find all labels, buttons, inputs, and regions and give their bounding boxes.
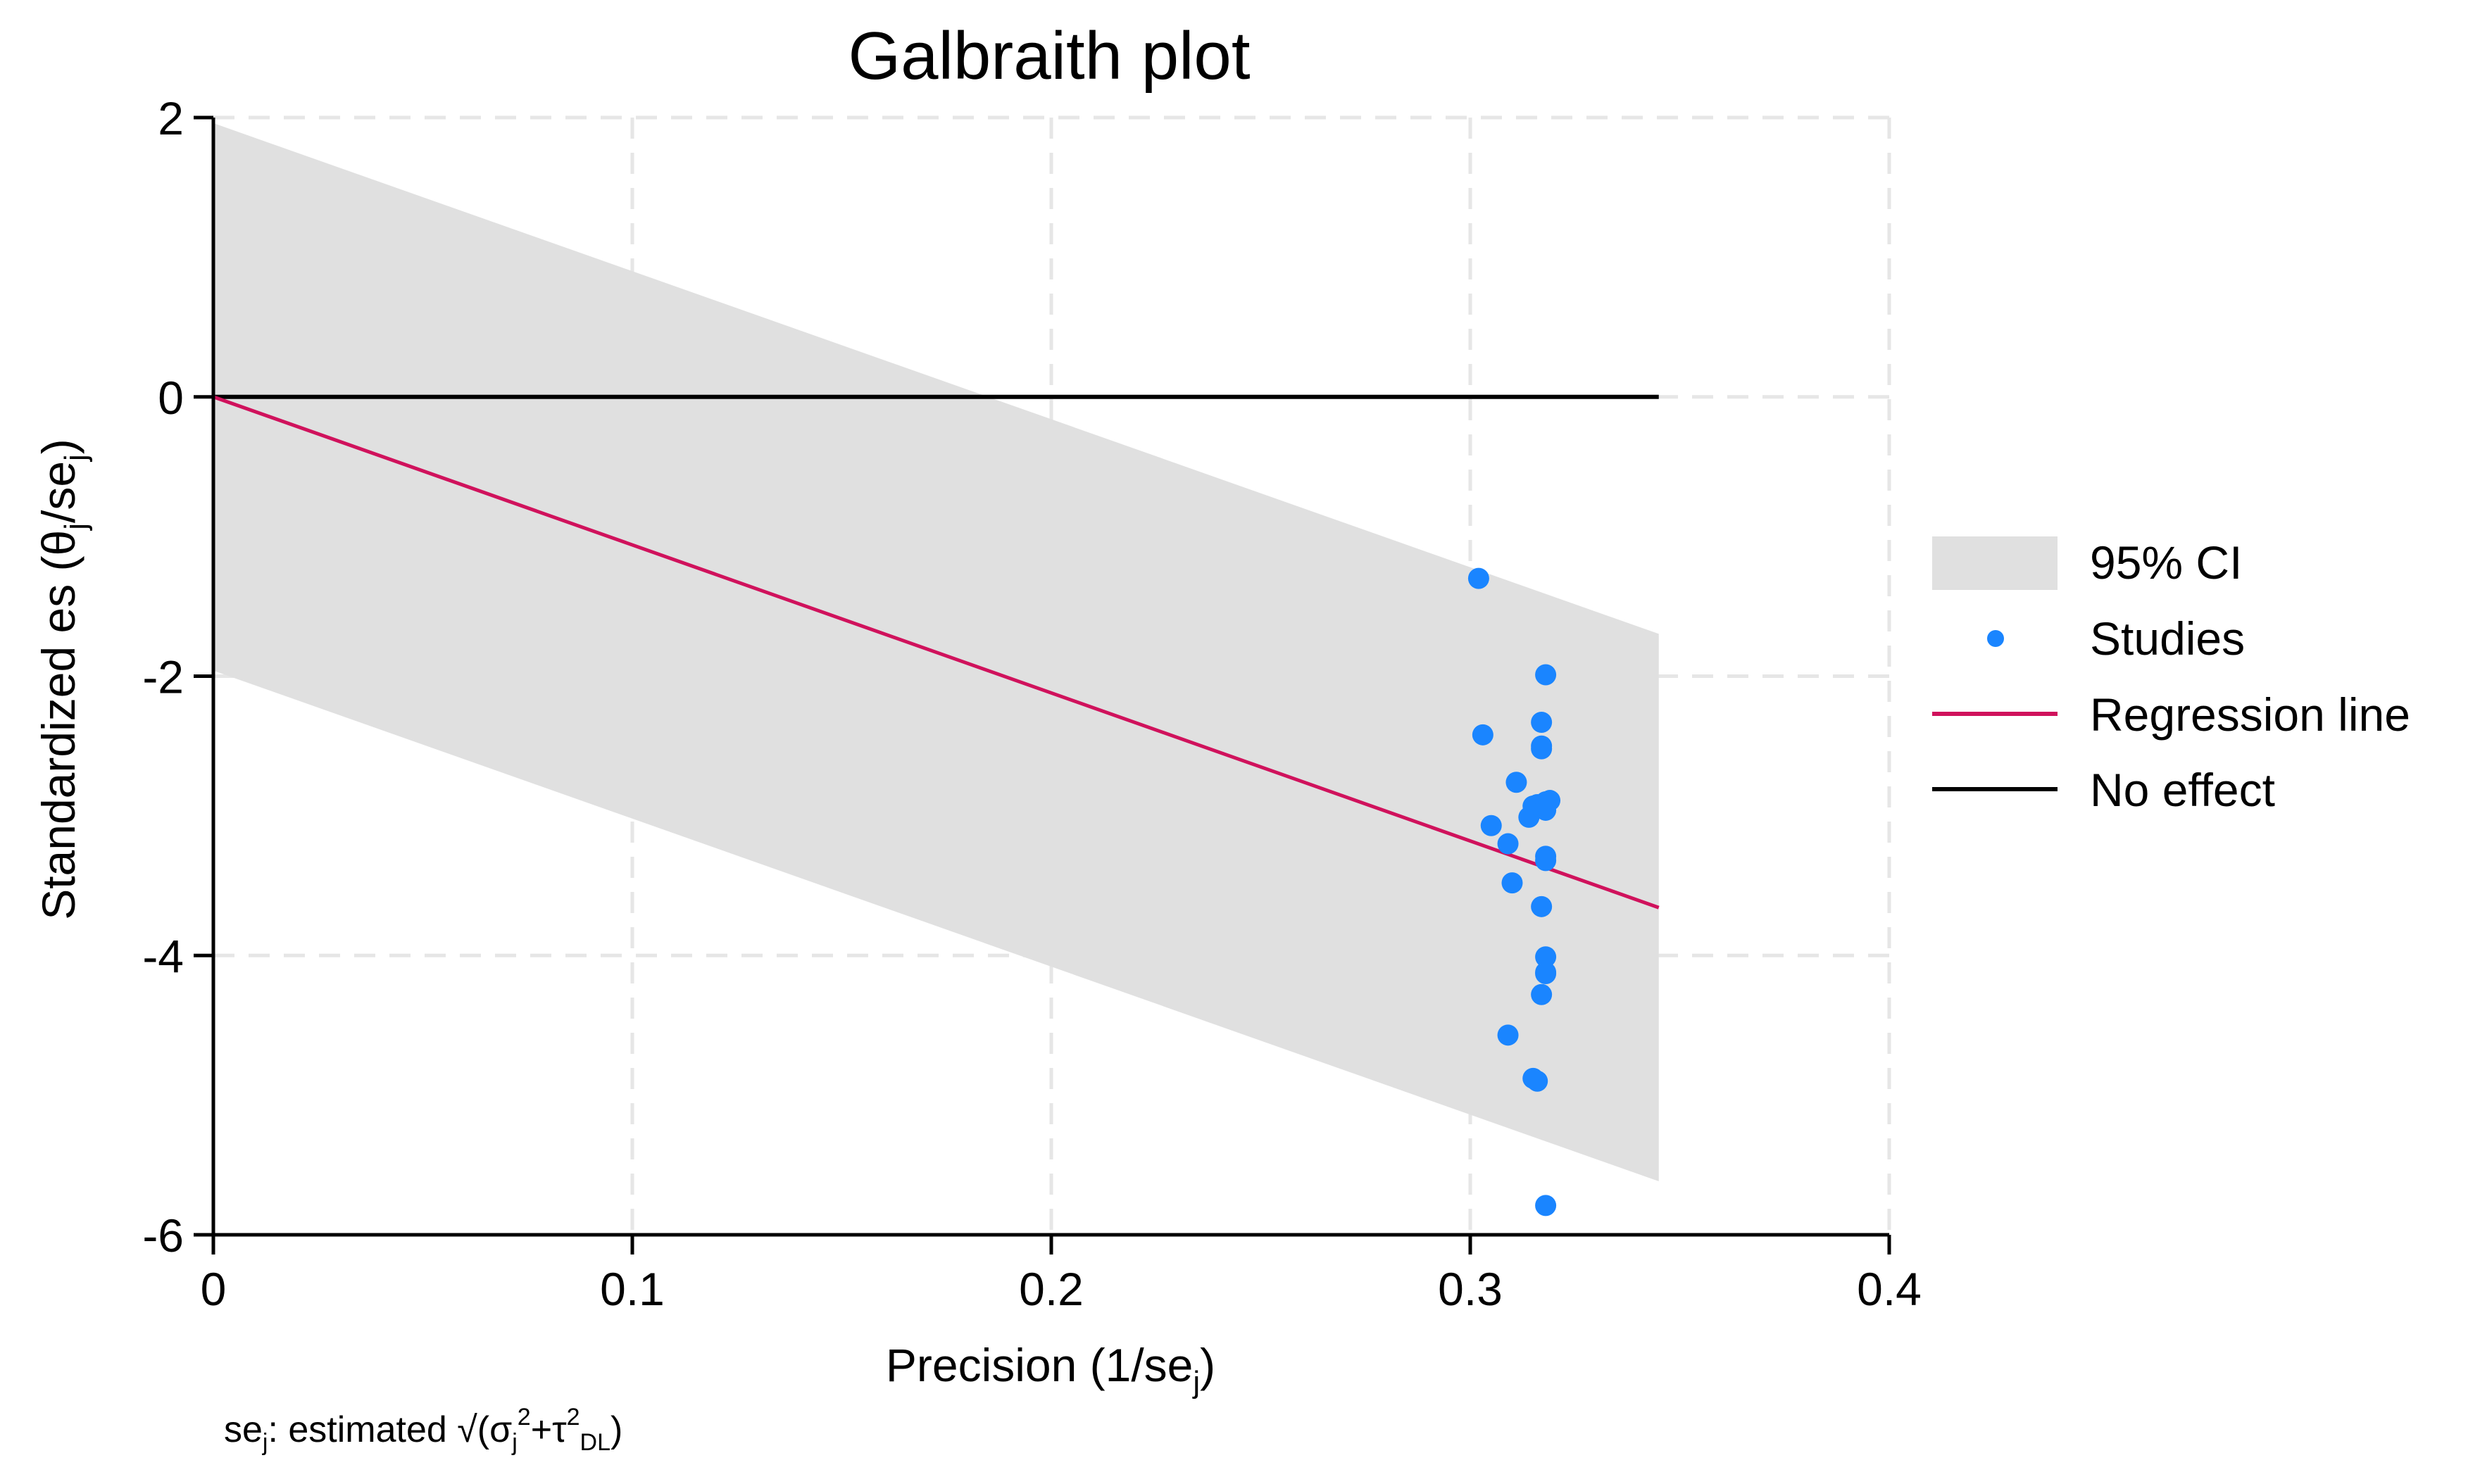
x-tick-label: 0.2 xyxy=(1019,1263,1084,1315)
lines-layer xyxy=(213,394,1660,910)
study-point xyxy=(1535,946,1557,968)
y-tick-label: 2 xyxy=(158,92,184,144)
y-axis-label: Standardized es (θj/sej) xyxy=(32,439,93,920)
footnote-sub: j xyxy=(262,1429,268,1456)
y-tick-label: -4 xyxy=(142,930,184,982)
y-tick-label: -6 xyxy=(142,1209,184,1262)
x-axis-label-sub: j xyxy=(1191,1365,1200,1400)
x-tick-label: 0 xyxy=(201,1263,227,1315)
legend-ci-swatch xyxy=(1932,536,2058,590)
footnote-plus: +τ xyxy=(531,1409,567,1450)
legend-label-studies: Studies xyxy=(2090,612,2245,665)
study-point xyxy=(1501,872,1523,894)
study-point xyxy=(1531,738,1553,760)
y-axis-label-mid: /se xyxy=(32,461,84,523)
y-axis-label-sub1: j xyxy=(58,523,93,532)
study-point xyxy=(1531,895,1553,917)
footnote-sup3: 2 xyxy=(567,1404,580,1430)
y-axis-label-sub2: j xyxy=(58,454,93,463)
study-point xyxy=(1535,1195,1557,1216)
x-tick-label: 0.4 xyxy=(1857,1263,1922,1315)
legend-label-regression: Regression line xyxy=(2090,688,2410,741)
study-point xyxy=(1535,850,1557,872)
y-axis-label-close: ) xyxy=(32,439,84,454)
study-point xyxy=(1531,983,1553,1005)
study-point xyxy=(1522,1067,1544,1089)
study-point xyxy=(1531,711,1553,733)
study-point xyxy=(1505,772,1527,793)
study-point xyxy=(1497,833,1519,855)
footnote-sup2: 2 xyxy=(518,1404,531,1430)
study-point xyxy=(1472,724,1493,746)
x-axis-label-main: Precision (1/se xyxy=(886,1339,1194,1391)
y-axis-label-main: Standardized es (θ xyxy=(32,530,84,920)
points-layer xyxy=(1467,567,1561,1216)
footnote-pre: se xyxy=(224,1409,263,1450)
regression-line xyxy=(213,395,1660,910)
footnote-sub3: DL xyxy=(580,1429,610,1456)
footnote-mid: : estimated √(σ xyxy=(268,1409,512,1450)
x-axis-label-close: ) xyxy=(1200,1339,1215,1391)
x-tick-label: 0.3 xyxy=(1438,1263,1503,1315)
footnote-close: ) xyxy=(610,1409,622,1450)
y-tick-label: 0 xyxy=(158,372,184,424)
legend-label-ci: 95% CI xyxy=(2090,536,2242,589)
study-point xyxy=(1539,790,1561,812)
y-tick-label: -2 xyxy=(142,651,184,703)
footnote: sej: estimated √(σj2+τ2DL) xyxy=(224,1404,622,1456)
chart-title: Galbraith plot xyxy=(848,18,1251,94)
legend-studies-marker xyxy=(1987,630,2004,647)
study-point xyxy=(1535,962,1557,983)
study-point xyxy=(1467,567,1489,589)
legend: 95% CI Studies Regression line No effect xyxy=(1932,536,2410,816)
study-point xyxy=(1497,1024,1519,1046)
study-point xyxy=(1535,664,1557,686)
legend-label-noeffect: No effect xyxy=(2090,764,2275,816)
footnote-sub2: j xyxy=(511,1429,518,1456)
x-tick-label: 0.1 xyxy=(600,1263,665,1315)
study-point xyxy=(1480,815,1502,836)
x-axis-label: Precision (1/sej) xyxy=(886,1339,1215,1400)
axes-layer: -6 -4 -2 0 2 0 0.1 0.2 0.3 0.4 xyxy=(142,92,1922,1315)
